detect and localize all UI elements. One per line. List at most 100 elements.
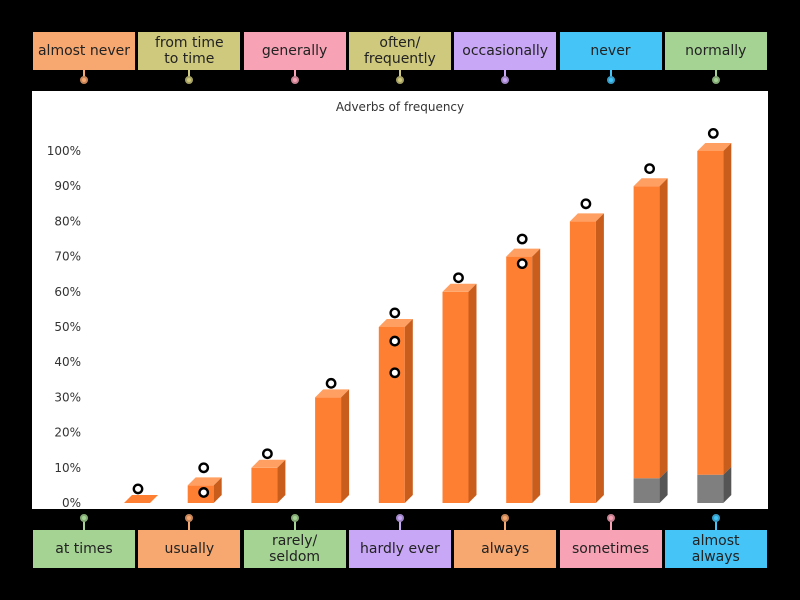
drop-target[interactable] <box>389 367 401 379</box>
top-pin-handle[interactable] <box>185 76 194 84</box>
top-label-tile[interactable]: almost never <box>33 32 135 70</box>
top-label-tile[interactable]: never <box>559 32 662 70</box>
bar-top <box>187 477 222 486</box>
top-label-tile[interactable]: normally <box>664 32 767 70</box>
bar-side <box>404 319 413 503</box>
bar-side <box>341 389 350 503</box>
drop-target[interactable] <box>389 307 401 319</box>
drop-target[interactable] <box>453 272 464 284</box>
bottom-pin-stem <box>293 520 296 530</box>
bottom-label-tile[interactable]: always <box>454 530 557 568</box>
bottom-label-tile[interactable]: almost always <box>664 530 767 568</box>
top-label-text: often/ frequently <box>363 35 436 67</box>
bar-base-front <box>633 478 660 503</box>
bottom-pin-handle[interactable] <box>80 514 88 522</box>
top-pin-handle[interactable] <box>501 76 510 84</box>
top-pin-stem <box>293 70 296 80</box>
bar-front <box>251 467 278 503</box>
bottom-label-text: rarely/ seldom <box>269 533 321 565</box>
top-pin-handle[interactable] <box>80 76 88 84</box>
bottom-pin-handle[interactable] <box>395 514 404 522</box>
bar-side <box>277 459 286 503</box>
bottom-pin-stem <box>83 520 85 530</box>
bar-side <box>468 283 477 503</box>
top-label-text: from time to time <box>154 35 224 67</box>
bottom-pin-stem <box>609 520 612 530</box>
bar-top <box>697 143 732 151</box>
y-axis-tick-label: 90% <box>54 179 81 193</box>
bar-front <box>315 397 342 503</box>
drop-target[interactable] <box>132 483 144 495</box>
top-label-tile[interactable]: from time to time <box>138 32 241 70</box>
bottom-pin-stem <box>188 520 191 530</box>
bottom-label-tile[interactable]: sometimes <box>559 530 662 568</box>
top-pin-handle[interactable] <box>290 76 299 84</box>
bar-base-side <box>659 470 668 503</box>
bar-top <box>442 283 477 292</box>
bottom-label-tile[interactable]: rarely/ seldom <box>243 530 346 568</box>
drop-target[interactable] <box>516 258 528 270</box>
y-axis-tick-label: 10% <box>54 461 81 475</box>
bottom-label-tile[interactable]: at times <box>33 530 135 568</box>
y-axis-tick-label: 40% <box>54 355 81 369</box>
bar-top <box>569 213 604 222</box>
bar-side <box>659 178 668 479</box>
top-pin-stem <box>504 70 507 80</box>
bar-front <box>633 186 660 479</box>
drop-target[interactable] <box>325 377 337 389</box>
top-pin-stem <box>398 70 401 80</box>
top-pin-stem <box>714 70 717 80</box>
chart-title: Adverbs of frequency <box>336 100 464 114</box>
bar-side <box>595 213 604 503</box>
bar-top <box>506 248 541 257</box>
y-axis-tick-label: 80% <box>54 214 81 228</box>
bar-side <box>723 143 732 475</box>
top-pin-stem <box>609 70 612 80</box>
y-axis-tick-label: 70% <box>54 250 81 264</box>
bar-top <box>251 459 286 468</box>
bar-side <box>532 248 541 503</box>
drop-target[interactable] <box>389 335 401 347</box>
drop-target[interactable] <box>516 233 528 245</box>
bar-top <box>378 319 413 327</box>
top-pin-stem <box>188 70 191 80</box>
bottom-label-text: sometimes <box>571 541 650 557</box>
drop-target[interactable] <box>707 128 719 139</box>
bottom-pin-stem <box>504 520 507 530</box>
bar-chart: Adverbs of frequency 0% 10% 20% 30% 40% 50% 60… <box>47 100 732 509</box>
top-pin-handle[interactable] <box>606 76 615 84</box>
drop-target[interactable] <box>198 487 210 498</box>
bar-side <box>213 477 222 503</box>
bottom-pin-stem <box>714 520 717 530</box>
top-label-text: generally <box>261 43 328 59</box>
bottom-label-tile[interactable]: usually <box>138 530 241 568</box>
top-label-text: almost never <box>37 43 131 59</box>
bottom-label-text: at times <box>55 541 113 557</box>
bottom-pin-handle[interactable] <box>501 514 510 522</box>
bottom-label-tile[interactable]: hardly ever <box>348 530 451 568</box>
bar-front <box>378 327 405 503</box>
bar-base-side <box>723 466 732 503</box>
drop-target[interactable] <box>198 462 210 474</box>
top-pin-handle[interactable] <box>395 76 404 84</box>
bar-front <box>697 151 724 475</box>
bottom-pin-handle[interactable] <box>290 514 299 522</box>
top-label-tile[interactable]: often/ frequently <box>348 32 451 70</box>
bottom-pin-handle[interactable] <box>185 514 194 522</box>
bottom-pin-stem <box>398 520 401 530</box>
top-pin-handle[interactable] <box>711 76 720 84</box>
drop-target[interactable] <box>580 198 592 210</box>
bottom-pin-handle[interactable] <box>606 514 615 522</box>
drop-target[interactable] <box>644 163 655 175</box>
drop-target[interactable] <box>261 448 273 460</box>
bottom-label-text: hardly ever <box>360 541 440 557</box>
bar-top <box>633 178 668 187</box>
top-label-text: never <box>590 43 631 59</box>
y-axis-tick-label: 0% <box>62 496 81 509</box>
top-label-tile[interactable]: occasionally <box>454 32 557 70</box>
top-label-tile[interactable]: generally <box>243 32 346 70</box>
bar-front <box>442 291 469 503</box>
y-axis-tick-label: 60% <box>54 285 81 299</box>
bottom-pin-handle[interactable] <box>711 514 720 522</box>
bar-top <box>315 389 350 398</box>
